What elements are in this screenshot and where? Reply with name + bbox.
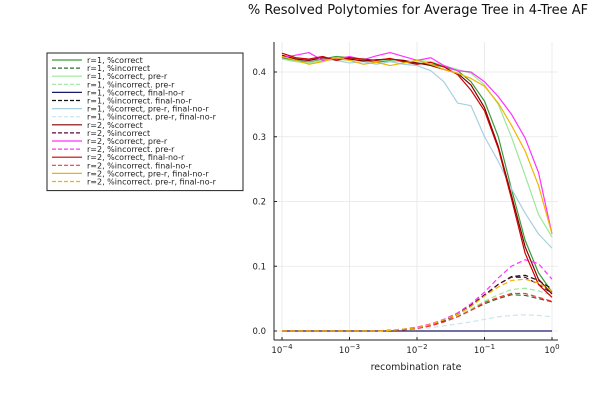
legend-label-13: r=2, %incorrect. final-no-r: [87, 161, 192, 170]
series-line-12: [281, 52, 553, 298]
legend-label-7: r=1, %incorrect. pre-r, final-no-r: [87, 113, 217, 122]
x-axis-label: recombination rate: [371, 362, 462, 373]
y-tick-label-3: 0.3: [252, 133, 266, 143]
series-line-11: [282, 259, 553, 332]
grid: [274, 42, 558, 340]
legend-label-4: r=1, %correct, final-no-r: [87, 88, 185, 97]
x-tick-label-3: 10−1: [474, 343, 495, 356]
legend-label-1: r=1, %incorrect: [87, 64, 150, 73]
legend-label-14: r=2, %correct, pre-r, final-no-r: [87, 169, 209, 178]
y-tick-label-0: 0.0: [252, 327, 266, 337]
tick-labels: 10−4 10−3 10−2 10−1 100 0.0 0.1 0.2 0.3 0.4: [252, 68, 559, 356]
x-tick-label-1: 10−3: [339, 343, 360, 356]
legend-label-8: r=2, %correct: [87, 121, 143, 130]
y-tick-label-4: 0.4: [252, 68, 266, 78]
axes: [273, 42, 558, 341]
legend-label-10: r=2, %correct, pre-r: [87, 137, 168, 146]
legend-label-0: r=1, %correct: [87, 56, 143, 65]
series-line-15: [282, 278, 553, 332]
legend-label-2: r=1, %correct, pre-r: [87, 72, 168, 81]
series-line-14: [281, 55, 553, 235]
legend-label-9: r=2, %incorrect: [87, 129, 150, 138]
legend-label-5: r=1, %incorrect. final-no-r: [87, 97, 192, 106]
legend-label-15: r=2, %incorrect. pre-r, final-no-r: [87, 178, 217, 187]
chart-title: % Resolved Polytomies for Average Tree i…: [248, 3, 588, 18]
series-line-3: [282, 287, 553, 332]
legend-label-11: r=2, %incorrect. pre-r: [87, 145, 175, 154]
legend-label-3: r=1, %incorrect. pre-r: [87, 80, 175, 89]
x-tick-label-0: 10−4: [271, 343, 293, 356]
series-group: [281, 51, 553, 332]
legend-label-6: r=1, %correct, pre-r, final-no-r: [87, 105, 209, 114]
x-tick-label-2: 10−2: [406, 343, 427, 356]
y-tick-label-1: 0.1: [252, 262, 266, 272]
legend-label-12: r=2, %correct, final-no-r: [87, 153, 185, 162]
y-tick-label-2: 0.2: [252, 198, 266, 208]
x-tick-label-4: 100: [544, 343, 559, 356]
series-line-7: [282, 314, 553, 332]
